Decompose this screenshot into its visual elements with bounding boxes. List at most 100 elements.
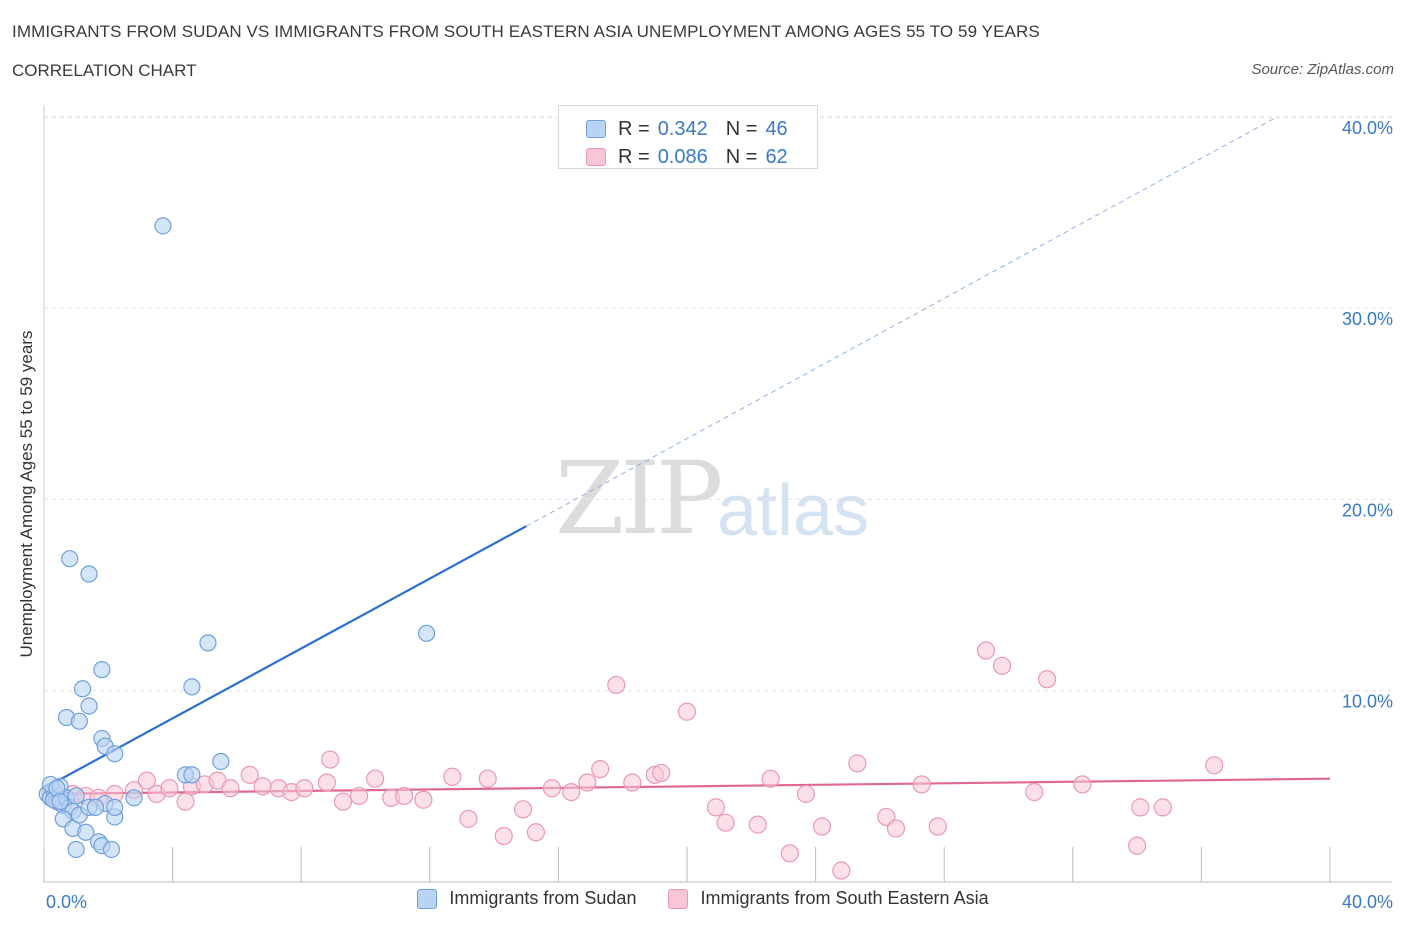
point-sea xyxy=(137,771,156,790)
point-sea xyxy=(513,800,533,819)
point-sea xyxy=(992,656,1012,675)
x-tick-label-min: 0.0% xyxy=(46,892,87,912)
y-tick-label: 10.0% xyxy=(1342,692,1393,712)
point-sea xyxy=(652,763,671,783)
x-tick-label-max: 40.0% xyxy=(1342,892,1393,912)
point-sudan xyxy=(51,793,69,811)
y-axis-label: Unemployment Among Ages 55 to 59 years xyxy=(17,330,36,658)
point-sudan xyxy=(102,840,121,859)
point-sea xyxy=(349,786,369,806)
point-sudan xyxy=(154,217,172,235)
correlation-legend: R = 0.342 N = 46 R = 0.086 N = 62 xyxy=(558,105,818,169)
y-tick-label: 40.0% xyxy=(1342,118,1393,138)
point-sea xyxy=(976,641,996,660)
point-sea xyxy=(578,773,597,792)
point-sea xyxy=(176,792,195,811)
point-sea xyxy=(1153,798,1172,817)
point-sudan xyxy=(61,550,79,568)
point-sudan xyxy=(70,712,88,730)
legend-row-sudan: R = 0.342 N = 46 xyxy=(586,116,788,142)
n-value-sea: 62 xyxy=(765,145,788,168)
point-sea xyxy=(796,784,816,804)
point-sudan xyxy=(125,789,143,807)
point-sea xyxy=(1131,798,1150,817)
legend-item-sea[interactable]: Immigrants from South Eastern Asia xyxy=(668,888,989,909)
point-sea xyxy=(459,809,478,828)
y-tick-label: 20.0% xyxy=(1342,500,1393,520)
point-sea xyxy=(562,782,581,802)
point-sea xyxy=(832,861,851,880)
trend-lines xyxy=(43,117,1331,796)
point-sea xyxy=(333,792,353,811)
sudan-legend-swatch xyxy=(417,888,438,909)
legend-label-sudan: Immigrants from Sudan xyxy=(449,888,637,908)
n-label: N = xyxy=(725,117,758,140)
grid-lines xyxy=(44,116,1392,692)
point-sea xyxy=(321,750,340,769)
point-sea xyxy=(623,773,642,792)
watermark-zip: ZIP xyxy=(555,440,723,557)
point-sea xyxy=(1073,775,1092,794)
trend-extension-sudan xyxy=(526,117,1276,527)
tick-labels: 10.0% 20.0% 30.0% 40.0% 0.0% 40.0% xyxy=(46,118,1393,912)
point-sea xyxy=(317,773,337,792)
point-sea xyxy=(542,779,562,798)
point-sea xyxy=(748,815,767,834)
point-sea xyxy=(607,675,626,695)
sudan-swatch xyxy=(586,120,606,138)
point-sea xyxy=(591,760,610,779)
legend-item-sudan[interactable]: Immigrants from Sudan xyxy=(417,888,636,909)
point-sudan xyxy=(86,798,105,816)
point-sudan xyxy=(212,752,230,771)
point-sudan xyxy=(183,678,201,696)
point-sudan xyxy=(106,798,124,816)
point-sea xyxy=(716,813,735,832)
point-sea xyxy=(366,769,385,788)
point-sea xyxy=(812,817,832,836)
r-label: R = xyxy=(618,145,650,168)
point-sudan xyxy=(80,697,98,715)
point-sea xyxy=(928,817,947,836)
point-sea xyxy=(526,823,545,842)
legend-label-sea: Immigrants from South Eastern Asia xyxy=(700,888,989,908)
point-sudan xyxy=(93,661,111,679)
point-sudan xyxy=(417,624,436,642)
point-sea xyxy=(706,798,726,817)
point-sea xyxy=(160,779,179,798)
point-sudan xyxy=(73,680,92,698)
point-sea xyxy=(1205,756,1224,775)
point-sea xyxy=(886,819,906,838)
n-value-sudan: 46 xyxy=(765,117,788,140)
point-sudan xyxy=(77,823,95,841)
point-sudan xyxy=(183,766,201,784)
point-sea xyxy=(494,826,513,846)
series-legend: Immigrants from Sudan Immigrants from So… xyxy=(0,888,1406,909)
y-tick-label: 30.0% xyxy=(1342,309,1393,329)
points-sudan xyxy=(38,217,436,859)
point-sea xyxy=(240,765,259,784)
point-sudan xyxy=(106,745,124,763)
chart-title: IMMIGRANTS FROM SUDAN VS IMMIGRANTS FROM… xyxy=(12,22,1040,41)
point-sea xyxy=(414,790,433,809)
point-sea xyxy=(677,702,697,721)
point-sea xyxy=(761,769,780,788)
point-sea xyxy=(848,754,867,773)
sea-legend-swatch xyxy=(668,888,689,909)
sea-swatch xyxy=(586,148,606,166)
point-sea xyxy=(1037,670,1057,689)
point-sudan xyxy=(80,565,98,583)
point-sea xyxy=(478,769,497,788)
watermark-atlas: atlas xyxy=(717,471,870,551)
point-sea xyxy=(295,779,314,798)
r-value-sea: 0.086 xyxy=(657,145,708,168)
r-value-sudan: 0.342 xyxy=(657,117,708,140)
point-sea xyxy=(221,779,240,798)
point-sea xyxy=(253,777,272,796)
point-sea xyxy=(1025,782,1044,802)
legend-row-sea: R = 0.086 N = 62 xyxy=(586,144,788,170)
point-sea xyxy=(394,786,414,806)
axes xyxy=(43,105,1392,883)
source-label: Source: ZipAtlas.com xyxy=(1251,61,1394,78)
point-sudan xyxy=(67,840,85,859)
